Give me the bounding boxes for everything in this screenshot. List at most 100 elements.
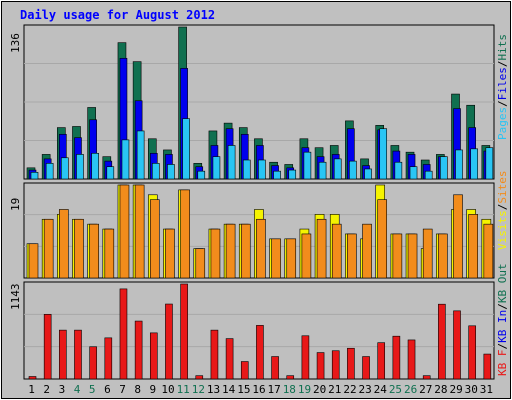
bar-pages	[30, 171, 39, 180]
bar-sites	[256, 218, 266, 279]
legend-entry: Pages	[496, 106, 509, 140]
bar-kbf	[453, 310, 461, 380]
bar-pages	[45, 163, 54, 180]
bar-kbf	[119, 288, 128, 380]
bar-pages	[76, 154, 84, 180]
bar-sites	[195, 248, 206, 279]
x-tick-label: 29	[449, 383, 463, 396]
bar-kbf	[271, 356, 279, 380]
bar-kbf	[240, 361, 249, 380]
x-tick-label: 14	[222, 383, 236, 396]
legend-entry: /	[496, 203, 509, 211]
x-tick-label: 11	[176, 383, 190, 396]
bar-pages	[409, 166, 418, 180]
legend-entry: /	[496, 100, 509, 107]
x-tick-label: 5	[88, 383, 96, 396]
x-tick-label: 27	[419, 383, 433, 396]
legend-kbf: KB F/KB In/KB Out	[496, 263, 509, 376]
x-tick-label: 15	[237, 383, 251, 396]
x-tick-label: 30	[464, 383, 478, 396]
bar-kbf	[362, 356, 370, 380]
bar-pages	[151, 163, 160, 180]
bar-sites	[240, 223, 251, 279]
bar-pages	[455, 149, 463, 180]
bar-kbf	[286, 375, 295, 380]
bar-sites	[483, 223, 494, 279]
bar-sites	[407, 233, 418, 279]
bar-kbf	[422, 375, 431, 380]
bar-sites	[104, 228, 115, 279]
bar-kbf	[180, 283, 188, 380]
bar-sites	[225, 223, 236, 279]
x-tick-label: 24	[373, 383, 387, 396]
bar-pages	[364, 168, 372, 180]
bar-kbf	[59, 329, 67, 380]
bar-sites	[316, 218, 327, 279]
x-tick-label: 6	[104, 383, 111, 396]
x-tick-label: 13	[206, 383, 221, 396]
bar-sites	[165, 228, 175, 279]
x-tick-label: 20	[313, 383, 327, 396]
bar-pages	[485, 147, 494, 180]
bar-pages	[303, 151, 312, 180]
bar-pages	[349, 160, 357, 180]
bar-pages	[242, 159, 251, 180]
y-axis-max-label: 1143	[9, 283, 22, 311]
bar-kbf	[225, 338, 234, 380]
bar-kbf	[301, 335, 310, 380]
x-tick-label: 4	[73, 383, 81, 396]
bar-kbf	[392, 335, 401, 380]
legend-entry: /	[496, 303, 509, 310]
legend-entry: /	[496, 60, 509, 68]
bar-sites	[74, 218, 84, 279]
bar-kbf	[256, 325, 264, 380]
legend-hits-files-pages: Pages/Files/Hits	[496, 34, 509, 140]
bar-kbf	[407, 339, 416, 380]
legend-entry: Files	[496, 67, 509, 101]
bar-sites	[119, 184, 130, 279]
x-tick-label: 3	[58, 383, 66, 396]
bar-pages	[212, 156, 221, 180]
x-tick-label: 22	[343, 383, 357, 396]
bar-kbf	[165, 303, 173, 380]
bar-kbf	[438, 303, 446, 380]
chart-title: Daily usage for August 2012	[20, 8, 216, 22]
x-tick-label: 18	[282, 383, 296, 396]
x-tick-label: 28	[434, 383, 448, 396]
bar-pages	[121, 139, 130, 180]
x-tick-label: 12	[191, 383, 205, 396]
x-tick-label: 23	[358, 383, 372, 396]
legend-entry: /	[496, 342, 509, 350]
bar-sites	[134, 184, 145, 279]
bar-kbf	[331, 350, 340, 380]
bar-pages	[167, 164, 175, 180]
x-tick-label: 10	[161, 383, 175, 396]
bar-pages	[333, 158, 342, 180]
bar-sites	[59, 209, 69, 279]
bar-sites	[286, 238, 297, 279]
bar-kbf	[377, 342, 386, 380]
bar-kbf	[347, 347, 355, 380]
bar-kbf	[483, 353, 492, 380]
x-tick-label: 9	[149, 383, 157, 396]
bar-sites	[301, 233, 312, 279]
bar-sites	[438, 233, 448, 279]
bar-pages	[182, 118, 190, 180]
bar-pages	[424, 170, 433, 180]
bar-kbf	[316, 352, 325, 380]
bar-kbf	[43, 314, 52, 380]
bar-pages	[440, 156, 448, 180]
bar-sites	[377, 199, 388, 279]
bar-pages	[470, 148, 478, 180]
bar-sites	[468, 214, 478, 279]
x-tick-label: 31	[479, 383, 494, 396]
bar-kbf	[134, 320, 143, 380]
bar-sites	[347, 233, 357, 279]
bar-pages	[197, 170, 206, 180]
x-tick-label: 25	[388, 383, 403, 396]
y-axis-max-label: 19	[9, 197, 22, 211]
bar-sites	[210, 228, 221, 279]
bar-sites	[149, 199, 160, 279]
bar-sites	[392, 233, 403, 279]
